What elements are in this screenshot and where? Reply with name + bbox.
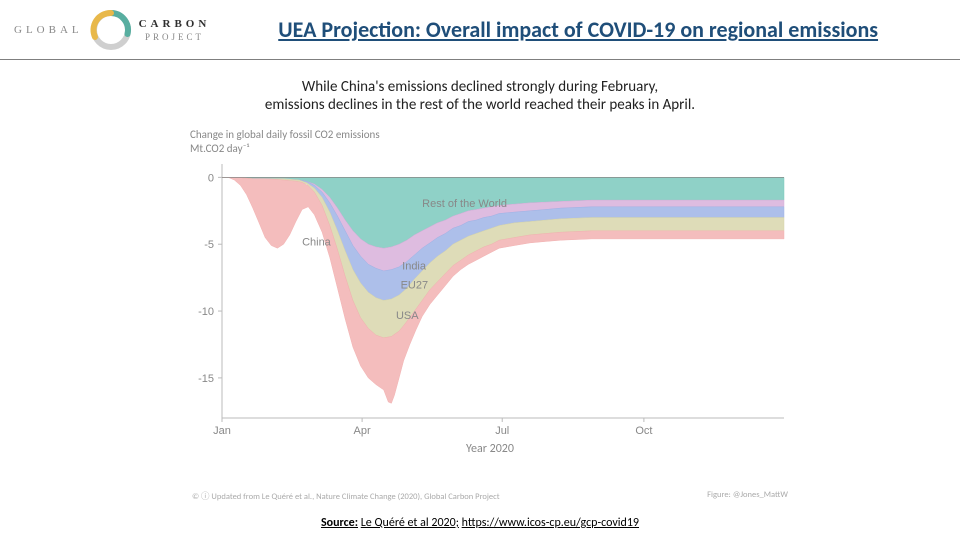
svg-text:Oct: Oct <box>635 425 652 437</box>
svg-text:0: 0 <box>208 172 214 184</box>
chart-title-line-1: Change in global daily fossil CO2 emissi… <box>190 128 380 141</box>
slide-title: UEA Projection: Overall impact of COVID-… <box>210 16 946 43</box>
svg-text:USA: USA <box>396 310 419 322</box>
stacked-area-chart: 0 -5 -10 -15 Jan Apr Jul Oct Rest of the World In… <box>190 160 790 440</box>
svg-text:EU27: EU27 <box>401 279 429 291</box>
slide: GLOBAL CARBON PROJECT UEA Projection: Ov… <box>0 0 960 540</box>
svg-text:Rest of the World: Rest of the World <box>422 197 507 209</box>
source-label: Source: <box>321 516 358 530</box>
subtitle-line-2: emissions declines in the rest of the wo… <box>265 96 695 114</box>
header: GLOBAL CARBON PROJECT UEA Projection: Ov… <box>0 0 960 60</box>
svg-text:Apr: Apr <box>354 425 371 437</box>
svg-text:-10: -10 <box>198 306 214 318</box>
chart-y-title: Change in global daily fossil CO2 emissi… <box>190 128 790 156</box>
source-citation: Le Quéré et al 2020; <box>361 516 459 530</box>
attribution-left: © ⓘ Updated from Le Quéré et al., Nature… <box>192 490 500 502</box>
attribution-right: Figure: @Jones_MattW <box>707 490 788 502</box>
chart-plot-area: 0 -5 -10 -15 Jan Apr Jul Oct Rest of the World In… <box>190 160 790 440</box>
source-line: Source: Le Quéré et al 2020; https://www… <box>0 516 960 530</box>
subtitle-line-1: While China's emissions declined strongl… <box>302 78 658 96</box>
logo-word-project: PROJECT <box>139 32 211 42</box>
source-link[interactable]: https://www.icos-cp.eu/gcp-covid19 <box>462 516 639 530</box>
logo-word-carbon: CARBON <box>139 18 211 30</box>
chart-attribution: © ⓘ Updated from Le Quéré et al., Nature… <box>192 490 788 502</box>
svg-text:Jul: Jul <box>495 425 509 437</box>
svg-text:Jan: Jan <box>213 425 231 437</box>
chart-container: Change in global daily fossil CO2 emissi… <box>190 128 790 466</box>
svg-text:China: China <box>302 236 332 248</box>
gcp-logo: GLOBAL CARBON PROJECT <box>14 8 210 52</box>
subtitle: While China's emissions declined strongl… <box>0 78 960 114</box>
svg-text:India: India <box>402 260 427 272</box>
chart-title-line-2: Mt.CO2 day⁻¹ <box>190 142 249 155</box>
svg-text:-15: -15 <box>198 372 214 384</box>
logo-word-global: GLOBAL <box>14 24 83 36</box>
svg-text:-5: -5 <box>204 239 214 251</box>
logo-ring-icon <box>89 8 133 52</box>
x-axis-label: Year 2020 <box>190 442 790 456</box>
